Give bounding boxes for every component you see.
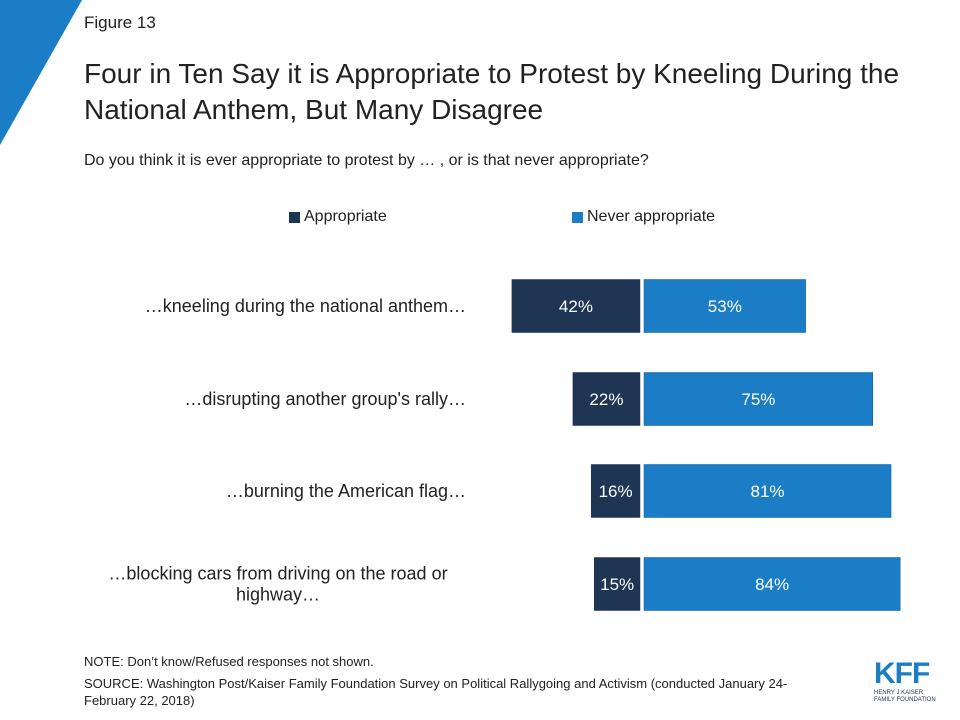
bar-appropriate (511, 279, 641, 333)
chart-title: Four in Ten Say it is Appropriate to Pro… (84, 58, 900, 125)
bar-label-never-appropriate: 84% (755, 575, 789, 594)
bar-label-never-appropriate: 75% (741, 390, 775, 409)
bar-never-appropriate (643, 372, 873, 426)
bar-label-appropriate: 15% (600, 575, 634, 594)
legend-swatch-never-appropriate (572, 211, 583, 223)
legend-item-appropriate: Appropriate (289, 208, 387, 226)
chart-source: SOURCE: Washington Post/Kaiser Family Fo… (84, 676, 788, 708)
legend-label-appropriate: Appropriate (304, 208, 387, 225)
bar-never-appropriate (643, 557, 901, 611)
legend-item-never-appropriate: Never appropriate (572, 208, 715, 226)
survey-question: Do you think it is ever appropriate to p… (84, 152, 649, 169)
logo-subtitle: HENRY J KAISER FAMILY FOUNDATION (874, 690, 946, 704)
category-label: …kneeling during the national anthem… (145, 296, 466, 316)
bar-appropriate (572, 372, 641, 426)
bar-never-appropriate (643, 464, 892, 518)
category-label: …disrupting another group's rally… (184, 389, 466, 409)
figure-label: Figure 13 (84, 13, 156, 32)
bar-appropriate (594, 557, 641, 611)
bar-label-never-appropriate: 53% (708, 297, 742, 316)
logo-line-2: FAMILY FOUNDATION (874, 697, 936, 703)
bar-label-appropriate: 22% (589, 390, 623, 409)
bar-label-appropriate: 42% (559, 297, 593, 316)
category-label: …blocking cars from driving on the road … (108, 564, 447, 605)
kff-logo: KFF HENRY J KAISER FAMILY FOUNDATION (874, 657, 946, 704)
corner-accent (0, 0, 82, 145)
category-label: …burning the American flag… (226, 481, 466, 501)
legend-swatch-appropriate (289, 211, 300, 223)
bar-appropriate (590, 464, 641, 518)
logo-line-1: HENRY J KAISER (874, 690, 924, 696)
legend-label-never-appropriate: Never appropriate (587, 208, 716, 225)
chart-legend: Appropriate Never appropriate (0, 208, 960, 228)
bar-label-appropriate: 16% (599, 482, 633, 501)
bar-never-appropriate (643, 279, 806, 333)
chart-note: NOTE: Don’t know/Refused responses not s… (84, 654, 374, 669)
logo-mark: KFF (874, 657, 930, 690)
bar-label-never-appropriate: 81% (751, 482, 785, 501)
